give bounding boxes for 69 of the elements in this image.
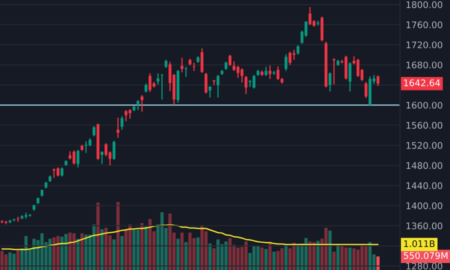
candlestick: [236, 65, 240, 78]
y-tick-label: 1400.00: [406, 202, 442, 210]
text: 1642.64: [404, 79, 440, 86]
y-tick-label: 1440.00: [406, 182, 442, 190]
candlestick: [52, 168, 56, 179]
bar: [344, 248, 348, 270]
candlestick: [180, 57, 184, 73]
candlestick: [284, 54, 288, 72]
candlestick: [364, 81, 368, 99]
bar: [280, 248, 284, 270]
candlestick: [56, 166, 60, 178]
y-tick-label: 1800.00: [406, 1, 442, 8]
candlestick: [184, 66, 188, 78]
candlestick: [124, 110, 128, 122]
bar: [260, 248, 264, 270]
candlestick: [92, 126, 96, 137]
candlestick: [376, 74, 380, 87]
candlestick: [100, 150, 104, 164]
candlestick: [308, 6, 312, 26]
y-tick-label: 1480.00: [406, 162, 442, 169]
candlestick: [140, 94, 144, 112]
y-tick-label: 1560.00: [406, 122, 442, 129]
text: 1.011B: [404, 240, 435, 248]
candlestick: [252, 74, 256, 90]
candlestick: [200, 48, 204, 74]
bar: [236, 248, 240, 270]
candlestick: [320, 16, 324, 42]
y-tick-label: 1680.00: [406, 62, 442, 68]
candlestick: [112, 140, 116, 160]
candlestick: [240, 68, 244, 84]
candlestick: [332, 58, 336, 86]
candlestick: [104, 142, 108, 157]
candlestick: [148, 72, 152, 93]
y-tick-label: 1520.00: [406, 142, 442, 149]
candlestick: [264, 66, 268, 76]
candlestick: [296, 44, 300, 56]
candlestick: [348, 62, 352, 92]
candlestick: [328, 72, 332, 92]
candlestick: [244, 75, 248, 95]
candlestick: [228, 54, 232, 66]
y-tick-label: 1280.00: [406, 262, 442, 270]
candlestick: [72, 150, 76, 165]
y-tick-label: 1600.00: [406, 102, 442, 109]
candlestick: [204, 72, 208, 94]
candlestick: [60, 166, 64, 178]
candlestick: [288, 51, 292, 66]
y-tick-label: 1360.00: [406, 222, 442, 230]
candlestick: [84, 140, 88, 154]
y-tick-label: 1760.00: [406, 21, 442, 28]
candlestick: [156, 72, 160, 86]
candlestick: [232, 60, 236, 72]
candlestick: [216, 74, 220, 98]
candlestick: [120, 116, 124, 130]
candlestick: [356, 58, 360, 78]
bar: [212, 248, 216, 270]
candlestick: [276, 66, 280, 80]
y-tick-label: 1720.00: [406, 41, 442, 48]
candlestick: [292, 49, 296, 60]
candlestick: [144, 82, 148, 94]
candlestick: [268, 64, 272, 80]
candlestick: [128, 108, 132, 120]
candlestick: [344, 55, 348, 80]
text: 550.079M: [404, 252, 448, 260]
candlestick: [160, 73, 164, 100]
candlestick: [76, 149, 80, 168]
candlestick: [136, 100, 140, 111]
bar: [348, 248, 352, 270]
candlestick: [116, 117, 120, 138]
bar: [352, 248, 356, 270]
